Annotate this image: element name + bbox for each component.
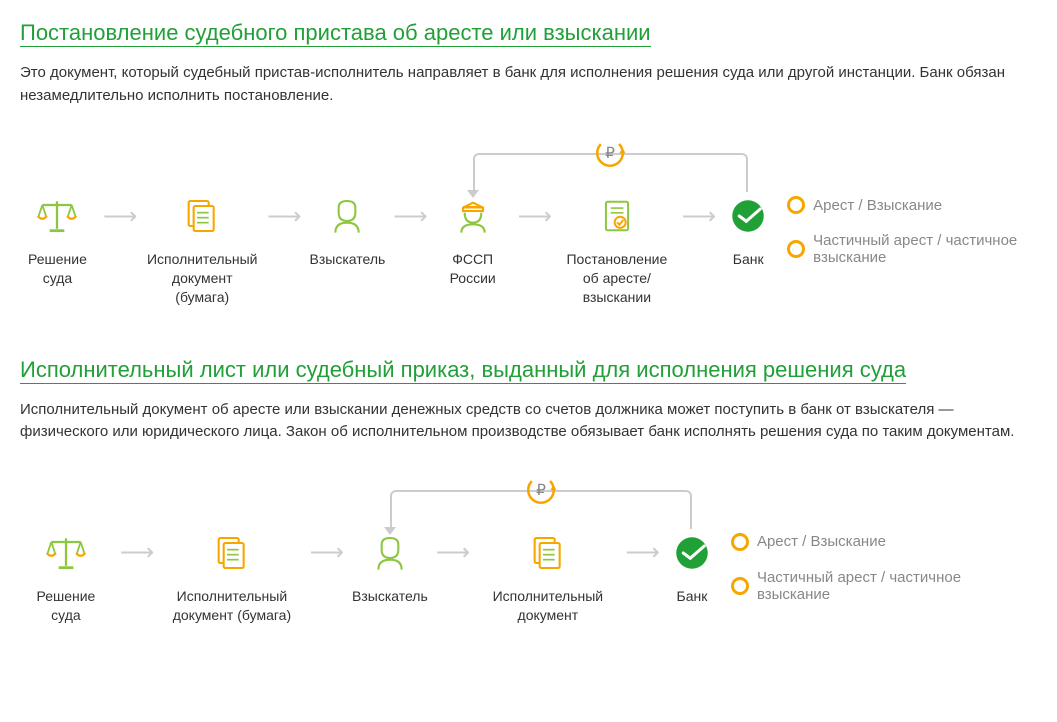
arrow-icon: ⟶ [95, 192, 145, 240]
check-doc-icon [593, 192, 641, 240]
step-bank: Банк [668, 529, 716, 606]
outcome-item: Арест / Взыскание [787, 196, 1037, 214]
step-resolution: Постановление об аресте/взыскании [560, 192, 674, 307]
arrow-icon: ⟶ [428, 529, 478, 577]
outcome-dot-icon [731, 577, 749, 595]
step-label: Решение суда [20, 587, 112, 625]
person-icon [366, 529, 414, 577]
scales-icon [42, 529, 90, 577]
step-label: Взыскатель [352, 587, 428, 606]
arrow-icon: ⟶ [618, 529, 668, 577]
outcome-dot-icon [787, 240, 805, 258]
step-label: Исполнительный документ (бумага) [145, 250, 259, 307]
outcome-label: Арест / Взыскание [813, 197, 942, 214]
bank-icon [724, 192, 772, 240]
step-exec-document: Исполнительный документ [478, 529, 617, 625]
outcome-item: Частичный арест / частичное взыскание [787, 232, 1037, 266]
bank-icon [668, 529, 716, 577]
section-2: Исполнительный лист или судебный приказ,… [20, 357, 1037, 625]
section-1: Постановление судебного пристава об арес… [20, 20, 1037, 307]
bailiff-icon [449, 192, 497, 240]
outcome-item: Частичный арест / частичное взыскание [731, 569, 1037, 603]
step-bank: Банк [724, 192, 772, 269]
outcome-item: Арест / Взыскание [731, 533, 1037, 551]
arrow-icon: ⟶ [302, 529, 352, 577]
documents-icon [178, 192, 226, 240]
section-description: Это документ, который судебный пристав-и… [20, 62, 1037, 107]
documents-icon [208, 529, 256, 577]
ruble-badge-icon: ₽ [524, 473, 558, 507]
step-label: ФССП России [436, 250, 510, 288]
arrow-icon: ⟶ [112, 529, 162, 577]
arrow-icon: ⟶ [385, 192, 435, 240]
step-court-decision: Решение суда [20, 529, 112, 625]
step-label: Взыскатель [310, 250, 386, 269]
step-label: Решение суда [20, 250, 95, 288]
arrow-icon: ⟶ [259, 192, 309, 240]
arrow-icon: ⟶ [674, 192, 724, 240]
step-exec-document: Исполнительный документ (бумага) [145, 192, 259, 307]
step-label: Исполнительный документ [478, 587, 617, 625]
flow-diagram-1: ₽ Решение [20, 137, 1037, 307]
svg-text:₽: ₽ [536, 482, 546, 499]
arrow-icon: ⟶ [510, 192, 560, 240]
feedback-arrowhead-icon [384, 527, 396, 535]
outcome-label: Частичный арест / частичное взыскание [813, 232, 1037, 266]
outcome-dot-icon [787, 196, 805, 214]
outcomes-list: Арест / Взыскание Частичный арест / част… [787, 192, 1037, 266]
ruble-badge-icon: ₽ [593, 136, 627, 170]
person-icon [323, 192, 371, 240]
scales-icon [33, 192, 81, 240]
step-fssp: ФССП России [436, 192, 510, 288]
step-exec-document-paper: Исполнительный документ (бумага) [162, 529, 301, 625]
outcome-label: Частичный арест / частичное взыскание [757, 569, 1037, 603]
section-title: Постановление судебного пристава об арес… [20, 20, 651, 47]
svg-text:₽: ₽ [606, 145, 616, 162]
step-claimant: Взыскатель [310, 192, 386, 269]
step-court-decision: Решение суда [20, 192, 95, 288]
step-label: Банк [677, 587, 708, 606]
section-title: Исполнительный лист или судебный приказ,… [20, 357, 906, 384]
documents-icon [524, 529, 572, 577]
outcomes-list: Арест / Взыскание Частичный арест / част… [731, 529, 1037, 603]
outcome-label: Арест / Взыскание [757, 533, 886, 550]
outcome-dot-icon [731, 533, 749, 551]
step-label: Банк [733, 250, 764, 269]
step-label: Исполнительный документ (бумага) [162, 587, 301, 625]
section-description: Исполнительный документ об аресте или вз… [20, 399, 1037, 444]
feedback-arrowhead-icon [467, 190, 479, 198]
step-label: Постановление об аресте/взыскании [560, 250, 674, 307]
step-claimant: Взыскатель [352, 529, 428, 606]
flow-diagram-2: ₽ Решение [20, 474, 1037, 625]
